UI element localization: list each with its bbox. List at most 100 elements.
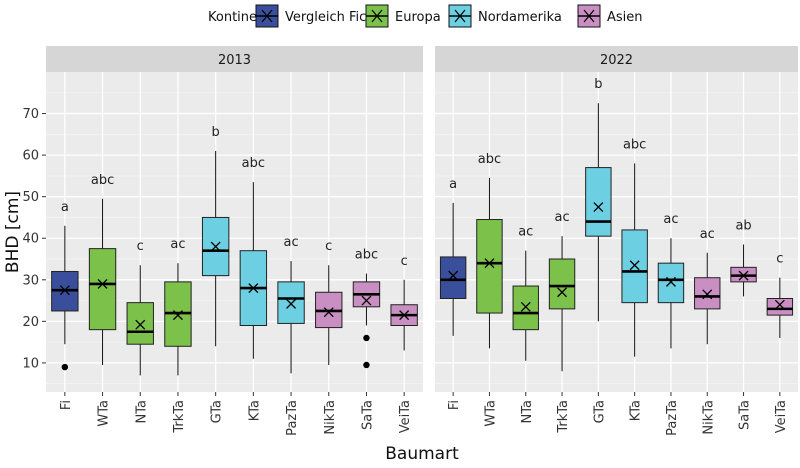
box-iqr — [621, 229, 648, 304]
box-SaTa: ab — [730, 218, 757, 297]
plot-background — [46, 72, 423, 392]
y-tick-label: 20 — [22, 315, 39, 330]
facet-title: 2022 — [600, 53, 633, 68]
box-VeiTa: c — [390, 254, 418, 351]
legend-label: Europa — [395, 10, 441, 25]
significance-letter: ab — [735, 218, 751, 233]
mean-marker — [248, 283, 259, 294]
y-tick-label: 60 — [22, 149, 39, 164]
x-axis-title: Baumart — [385, 444, 459, 464]
mean-marker — [97, 278, 108, 289]
box-KTa: abc — [621, 137, 648, 357]
x-tick-label: GTa — [210, 400, 225, 423]
x-tick-label: NikTa — [323, 400, 338, 435]
significance-letter: ac — [518, 225, 533, 240]
x-tick-label: TrkTa — [556, 400, 571, 434]
facet-title: 2013 — [218, 53, 251, 68]
box-iqr — [126, 302, 154, 345]
legend-label: Asien — [607, 10, 643, 25]
box-PazTa: ac — [277, 235, 305, 374]
mean-marker — [286, 298, 297, 309]
y-tick-label: 10 — [22, 356, 39, 371]
mean-marker — [135, 319, 146, 330]
facet-strip — [435, 46, 798, 72]
box-Fi: a — [439, 177, 467, 336]
box-TrkTa: ac — [548, 210, 576, 372]
box-PazTa: ac — [657, 212, 685, 349]
mean-marker — [361, 295, 372, 306]
box-iqr — [512, 285, 539, 331]
significance-letter: c — [776, 252, 783, 267]
facet-strip — [46, 46, 423, 72]
significance-letter: ac — [663, 212, 678, 227]
mean-marker — [323, 307, 334, 318]
significance-letter: abc — [242, 156, 265, 171]
mean-marker — [484, 258, 495, 269]
legend-key — [577, 4, 601, 28]
x-tick-label: NTa — [134, 400, 149, 423]
x-tick-label: VeiTa — [398, 400, 413, 433]
mean-marker — [702, 289, 713, 300]
axes: Fi WTa NTa TrkTa GTa KTa PazTa NikTa SaTa VeiTa Fi… — [3, 107, 789, 464]
mean-marker — [520, 301, 531, 312]
x-tick-label: SaTa — [360, 400, 375, 430]
legend-label: Vergleich Fichte — [285, 10, 388, 25]
box-iqr — [88, 248, 117, 331]
mean-marker — [448, 270, 459, 281]
box-WTa: abc — [88, 173, 117, 365]
box-GTa: b — [201, 125, 230, 347]
significance-letter: abc — [623, 137, 646, 152]
box-TrkTa: ac — [164, 237, 192, 376]
significance-letter: ac — [700, 227, 715, 242]
box-NTa: c — [126, 239, 154, 376]
legend-key — [255, 4, 279, 28]
y-tick-label: 30 — [22, 273, 39, 288]
x-tick-label: TrkTa — [172, 400, 187, 434]
x-tick-label: WTa — [483, 400, 498, 427]
box-KTa: abc — [239, 156, 268, 359]
x-tick-label: VeiTa — [774, 400, 789, 433]
x-tick-label: Fi — [447, 400, 462, 410]
box-iqr — [585, 167, 612, 237]
mean-marker — [629, 260, 640, 271]
significance-letter: a — [61, 200, 69, 215]
legend-mean-cross — [454, 9, 466, 23]
significance-letter: b — [212, 125, 220, 140]
x-tick-label: PazTa — [665, 400, 680, 436]
legend-title: Kontinent — [208, 10, 270, 25]
box-VeiTa: c — [766, 252, 794, 338]
box-SaTa: abc — [352, 248, 381, 369]
significance-letter: c — [325, 239, 332, 254]
significance-letter: ac — [554, 210, 569, 225]
box-NikTa: c — [315, 239, 343, 365]
x-tick-label: WTa — [97, 400, 112, 427]
box-iqr — [548, 258, 576, 310]
legend-mean-cross — [371, 9, 383, 23]
x-tick-label: NTa — [520, 400, 535, 423]
significance-letter: ac — [283, 235, 298, 250]
legend-mean-cross — [583, 9, 595, 23]
significance-letter: c — [401, 254, 408, 269]
significance-letter: b — [594, 77, 602, 92]
mean-marker — [557, 287, 568, 298]
mean-marker — [665, 276, 676, 287]
significance-letter: c — [137, 239, 144, 254]
box-Fi: a — [51, 200, 79, 371]
y-tick-label: 40 — [22, 232, 39, 247]
mean-marker — [593, 202, 604, 213]
box-NikTa: ac — [694, 227, 721, 345]
box-WTa: abc — [476, 152, 503, 349]
mean-marker — [399, 310, 410, 321]
box-iqr — [694, 277, 721, 310]
x-tick-label: PazTa — [285, 400, 300, 436]
x-tick-label: SaTa — [738, 400, 753, 430]
x-tick-label: KTa — [629, 400, 644, 421]
legend-mean-cross — [261, 9, 273, 23]
x-tick-label: KTa — [247, 400, 262, 421]
mean-marker — [172, 310, 183, 321]
box-NTa: ac — [512, 225, 539, 361]
mean-marker — [774, 299, 785, 310]
